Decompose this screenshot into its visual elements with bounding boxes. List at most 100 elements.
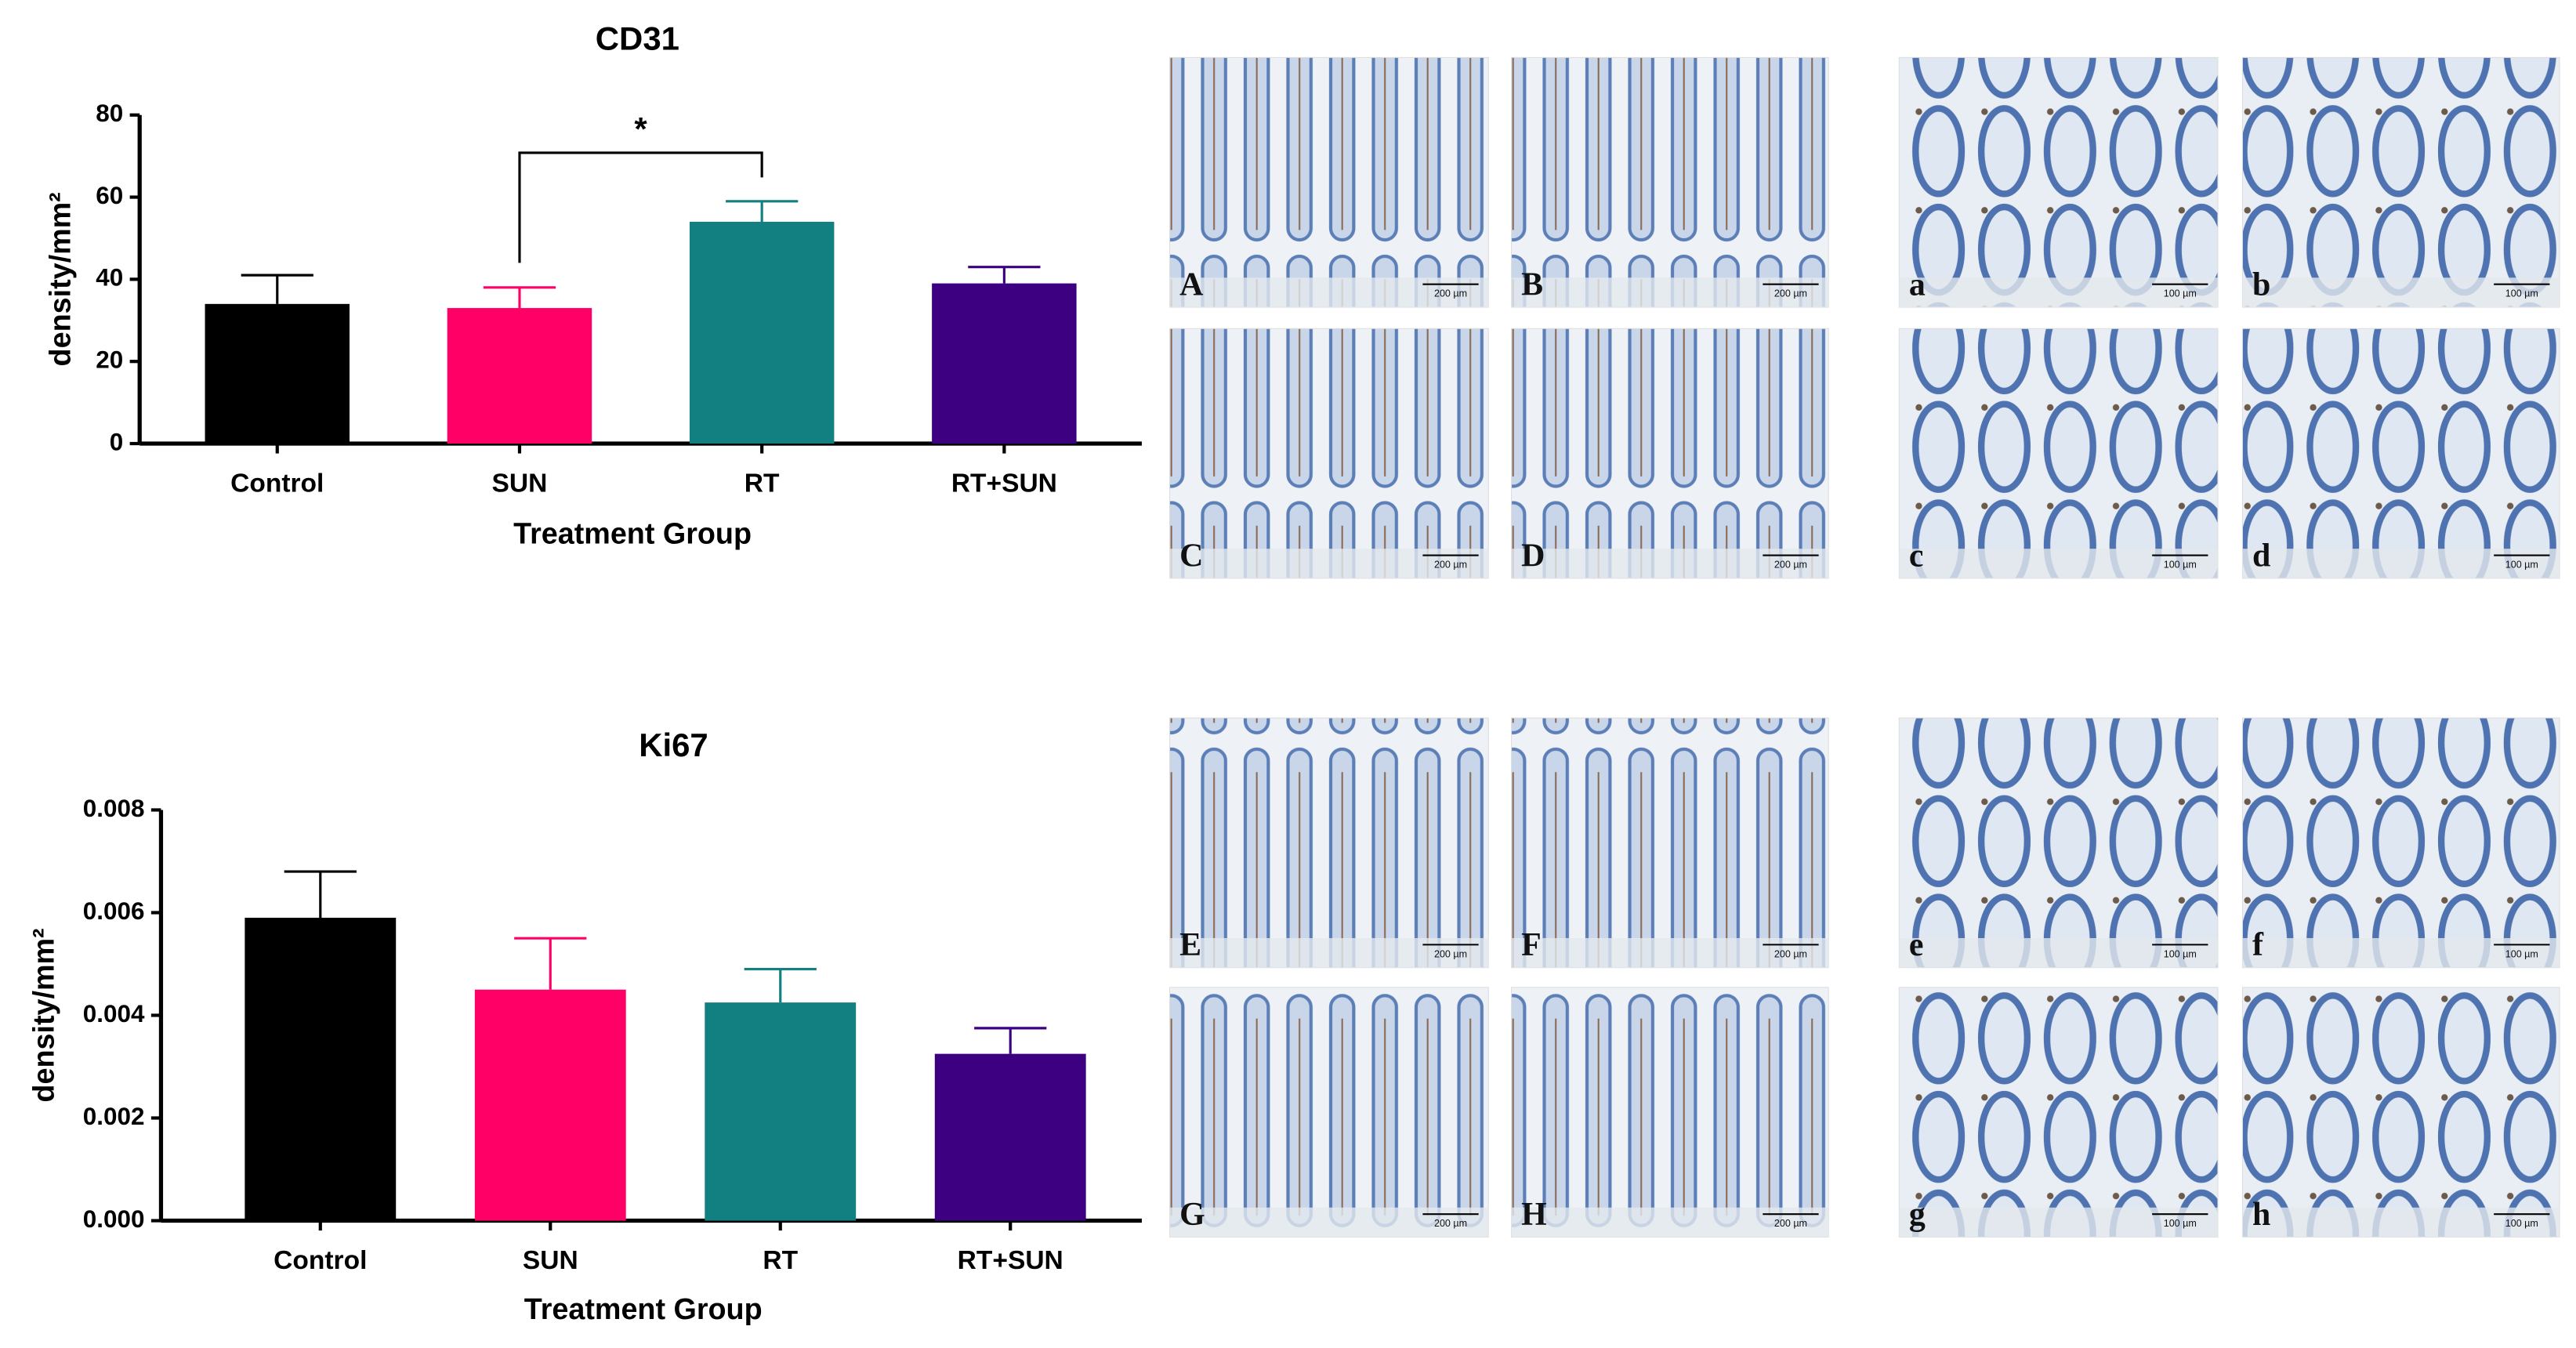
panel-label: C [1179,538,1203,574]
bar-chart: Ki67 Treatment Group density/mm² 0.000 0.002… [27,727,1142,1325]
panel-label: c [1909,538,1924,574]
tissue-base [2242,277,2560,308]
micrograph-panel: h 100 µm [2241,987,2560,1238]
tissue-base [2242,937,2560,968]
x-tick-label: Control [274,1246,367,1275]
micrograph [1511,717,1829,969]
tissue-base [1899,1207,2218,1237]
x-tick-label: RT [763,1246,798,1275]
chart-title: CD31 [596,20,679,56]
micrograph [1169,56,1489,308]
micrograph-panel: H 200 µm [1511,987,1829,1238]
y-tick-label: 0.004 [83,1000,145,1027]
y-tick-label: 0.006 [83,897,145,925]
panel-label: F [1521,927,1542,963]
panel-label: H [1521,1197,1547,1233]
tissue-base [1511,1207,1829,1237]
tissue-base [1899,937,2218,968]
y-tick-label: 60 [96,182,123,209]
bar [205,303,350,444]
bar [934,1053,1086,1221]
micrograph-panel: d 100 µm [2241,328,2560,579]
scale-label: 100 µm [2505,1218,2538,1229]
significance-bracket [518,151,763,263]
tissue-base [1169,1207,1489,1237]
panel-label: a [1909,266,1926,303]
scale-label: 100 µm [2164,948,2197,959]
x-tick-label: RT+SUN [958,1246,1063,1275]
micrograph-panel: c 100 µm [1898,328,2219,579]
panel-label: h [2252,1197,2270,1233]
micrograph [1898,717,2219,969]
micrograph [1169,987,1489,1238]
scale-label: 200 µm [1774,948,1807,959]
panel-label: E [1179,927,1201,963]
panel-label: e [1909,927,1924,963]
significance-label: * [634,111,647,147]
micrograph [1169,328,1489,579]
y-axis-title: density/mm² [44,192,77,366]
micrograph [2241,987,2560,1238]
panel-label: G [1179,1197,1205,1233]
y-tick-label: 80 [96,100,123,127]
micrograph [1511,56,1829,308]
tissue-base [1899,277,2218,308]
y-tick-label: 40 [96,264,123,292]
y-tick-label: 0.008 [83,795,145,822]
micrograph [2241,56,2560,308]
panel-label: f [2252,927,2264,963]
panel-label: b [2252,266,2270,303]
micrograph [1511,987,1829,1238]
panel-label: g [1909,1197,1926,1233]
micrograph-panel: b 100 µm [2241,56,2560,308]
micrograph [1898,328,2219,579]
micrograph [1511,328,1829,579]
scale-label: 200 µm [1774,288,1807,299]
tissue-base [1511,277,1829,308]
panel-label: A [1179,266,1203,303]
micrograph-panel: A 200 µm [1169,56,1489,308]
scale-label: 100 µm [2505,288,2538,299]
micrograph-panel: G 200 µm [1169,987,1489,1238]
bar [932,283,1077,444]
scale-label: 100 µm [2164,1218,2197,1229]
micrograph [1898,56,2219,308]
bar [705,1002,857,1221]
micrograph [1898,987,2219,1238]
micrograph-panel: C 200 µm [1169,328,1489,579]
tissue-base [1511,549,1829,578]
scale-label: 200 µm [1774,1218,1807,1229]
y-tick-label: 0.000 [83,1205,145,1233]
micrograph [2241,717,2560,969]
tissue-base [2242,1207,2560,1237]
tissue-base [1169,937,1489,968]
tissue-base [1169,549,1489,578]
bar [689,221,835,444]
y-tick-label: 20 [96,346,123,373]
bar [245,918,397,1221]
x-tick-label: SUN [523,1246,578,1275]
micrograph-panel: e 100 µm [1898,717,2219,969]
micrograph-panel: E 200 µm [1169,717,1489,969]
micrograph [2241,328,2560,579]
scale-label: 100 µm [2505,559,2538,570]
micrograph-panel: F 200 µm [1511,717,1829,969]
y-tick-label: 0 [110,428,123,455]
scale-label: 200 µm [1434,948,1467,959]
panel-label: B [1521,266,1543,303]
chart-title: Ki67 [639,727,708,763]
scale-label: 200 µm [1434,288,1467,299]
scale-label: 100 µm [2505,948,2538,959]
bar [447,308,592,444]
panel-label: d [2252,538,2270,574]
bar [474,989,626,1221]
micrograph [1169,717,1489,969]
tissue-base [2242,549,2560,578]
tissue-base [1899,549,2218,578]
micrograph-panel: f 100 µm [2241,717,2560,969]
scale-label: 100 µm [2164,559,2197,570]
y-tick-label: 0.002 [83,1103,145,1130]
micrograph-panel: g 100 µm [1898,987,2219,1238]
